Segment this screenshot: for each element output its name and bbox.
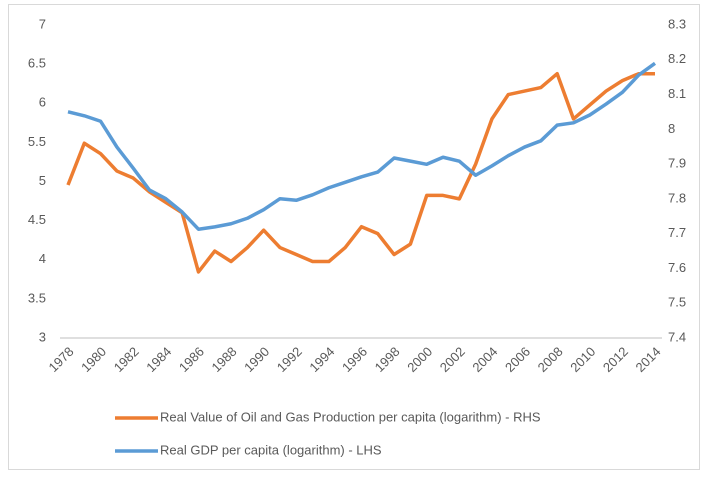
y-tick-label: 6.5: [28, 56, 46, 71]
y-tick-label: 6: [39, 95, 46, 110]
y-tick-label: 4: [39, 251, 46, 266]
y2-tick-label: 8.2: [668, 51, 686, 66]
y-tick-label: 5.5: [28, 134, 46, 149]
y2-tick-label: 7.4: [668, 329, 686, 344]
series-line: [67, 61, 657, 231]
y2-tick-label: 7.6: [668, 260, 686, 275]
y2-tick-label: 7.7: [668, 225, 686, 240]
y2-tick-label: 7.5: [668, 295, 686, 310]
y2-tick-label: 8.1: [668, 86, 686, 101]
y-tick-label: 3.5: [28, 290, 46, 305]
y-tick-label: 3: [39, 329, 46, 344]
legend-label: Real GDP per capita (logarithm) - LHS: [160, 442, 382, 457]
y2-tick-label: 8.3: [668, 16, 686, 31]
series-line: [66, 71, 655, 274]
y2-tick-label: 7.8: [668, 190, 686, 205]
y-tick-label: 4.5: [28, 212, 46, 227]
y2-tick-label: 7.9: [668, 156, 686, 171]
y-tick-label: 5: [39, 173, 46, 188]
y2-tick-label: 8: [668, 121, 675, 136]
y-tick-label: 7: [39, 16, 46, 31]
legend-label: Real Value of Oil and Gas Production per…: [160, 409, 541, 424]
